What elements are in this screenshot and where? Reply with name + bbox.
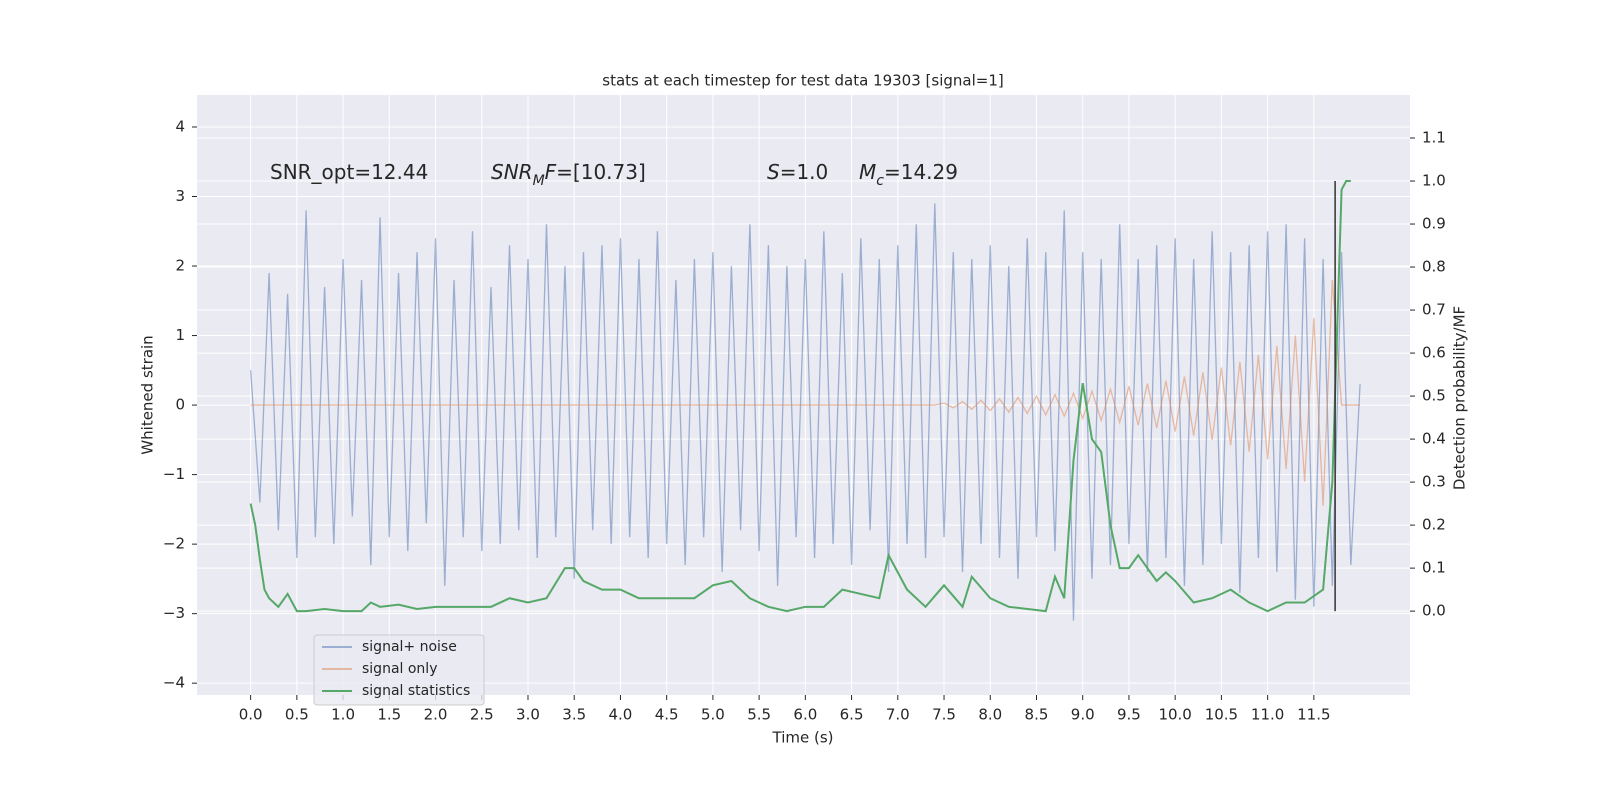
x-tick-label: 7.5 (932, 706, 956, 724)
x-tick-label: 5.0 (701, 706, 725, 724)
x-tick-label: 3.0 (516, 706, 540, 724)
x-tick-label: 1.0 (331, 706, 355, 724)
series-line (249, 203, 1361, 621)
annotation: SNRMF=[10.73] (491, 160, 646, 190)
x-tick-label: 7.0 (886, 706, 910, 724)
annotation-part: c (876, 173, 884, 189)
y-tick-label: 3 (175, 187, 185, 205)
series-line (249, 180, 1351, 613)
annotation-part: S (767, 160, 780, 184)
y-tick-label: −3 (163, 604, 185, 622)
x-tick-label: 6.0 (793, 706, 817, 724)
y-tick-label: −2 (163, 535, 185, 553)
x-tick-label: 6.5 (840, 706, 864, 724)
x-tick-label: 9.5 (1117, 706, 1141, 724)
x-tick-label: 0.5 (285, 706, 309, 724)
y2-tick-label: 0.4 (1422, 430, 1446, 448)
plot-area (197, 95, 1410, 695)
y2-tick-label: 0.9 (1422, 215, 1446, 233)
y2-tick-label: 0.8 (1422, 258, 1446, 276)
x-tick-label: 2.0 (424, 706, 448, 724)
annotation-part: =14.29 (884, 160, 958, 184)
series-line (250, 279, 1361, 506)
y2-tick-label: 1.0 (1422, 172, 1446, 190)
y2-tick-label: 0.6 (1422, 344, 1446, 362)
x-tick-label: 2.5 (470, 706, 494, 724)
x-axis-label: Time (s) (772, 729, 834, 747)
x-tick-label: 11.0 (1251, 706, 1284, 724)
x-tick-label: 4.0 (609, 706, 633, 724)
y2-tick-label: 0.2 (1422, 516, 1446, 534)
legend-label: signal+ noise (362, 639, 457, 655)
legend-label: signal only (362, 661, 437, 677)
chart-title: stats at each timestep for test data 193… (602, 72, 1003, 90)
y-tick-label: 0 (175, 396, 185, 414)
annotation-part: F (545, 160, 557, 184)
x-tick-label: 8.0 (978, 706, 1002, 724)
annotation: SNR_opt=12.44 (270, 160, 428, 184)
annotation-part: SNR_opt=12.44 (270, 160, 428, 184)
y-tick-label: 1 (175, 326, 185, 344)
annotation-part: M (533, 173, 545, 189)
y-tick-label: 2 (175, 257, 185, 275)
axes: 0.0 0.5 1.0 1.5 2.0 2.5 3.0 3.5 4.0 4.5 5.0 5.5 6.0 6… (163, 117, 1446, 723)
x-tick-label: 10.5 (1205, 706, 1238, 724)
legend: signal+ noise signal only signal statistic… (313, 634, 485, 706)
x-tick-label: 1.5 (377, 706, 401, 724)
annotation-part: =1.0 (780, 160, 829, 184)
legend-label: signal statistics (362, 683, 470, 699)
legend-box (313, 634, 485, 706)
x-tick-label: 9.0 (1071, 706, 1095, 724)
annotation-part: =[10.73] (556, 160, 646, 184)
y2-tick-label: 1.1 (1422, 129, 1446, 147)
x-tick-label: 4.5 (655, 706, 679, 724)
x-tick-label: 0.0 (239, 706, 263, 724)
y-axis-label: Whitened strain (139, 335, 157, 454)
x-tick-label: 8.5 (1025, 706, 1049, 724)
y2-tick-label: 0.5 (1422, 387, 1446, 405)
x-tick-label: 10.0 (1158, 706, 1191, 724)
annotation-part: SNR (491, 160, 533, 184)
y-tick-label: −4 (163, 674, 185, 692)
annotation: Mc=14.29 (859, 160, 958, 190)
marks (249, 180, 1361, 621)
y-tick-label: 4 (175, 117, 185, 135)
y2-tick-label: 0.1 (1422, 559, 1446, 577)
annotation-part: M (859, 160, 876, 184)
x-tick-label: 11.5 (1297, 706, 1330, 724)
y2-tick-label: 0.0 (1422, 602, 1446, 620)
y2-axis-label: Detection probability/MF (1451, 306, 1469, 490)
y2-tick-label: 0.7 (1422, 301, 1446, 319)
y-tick-label: −1 (163, 465, 185, 483)
y2-tick-label: 0.3 (1422, 473, 1446, 491)
x-tick-label: 5.5 (747, 706, 771, 724)
x-tick-label: 3.5 (562, 706, 586, 724)
annotation: S=1.0 (767, 160, 828, 184)
